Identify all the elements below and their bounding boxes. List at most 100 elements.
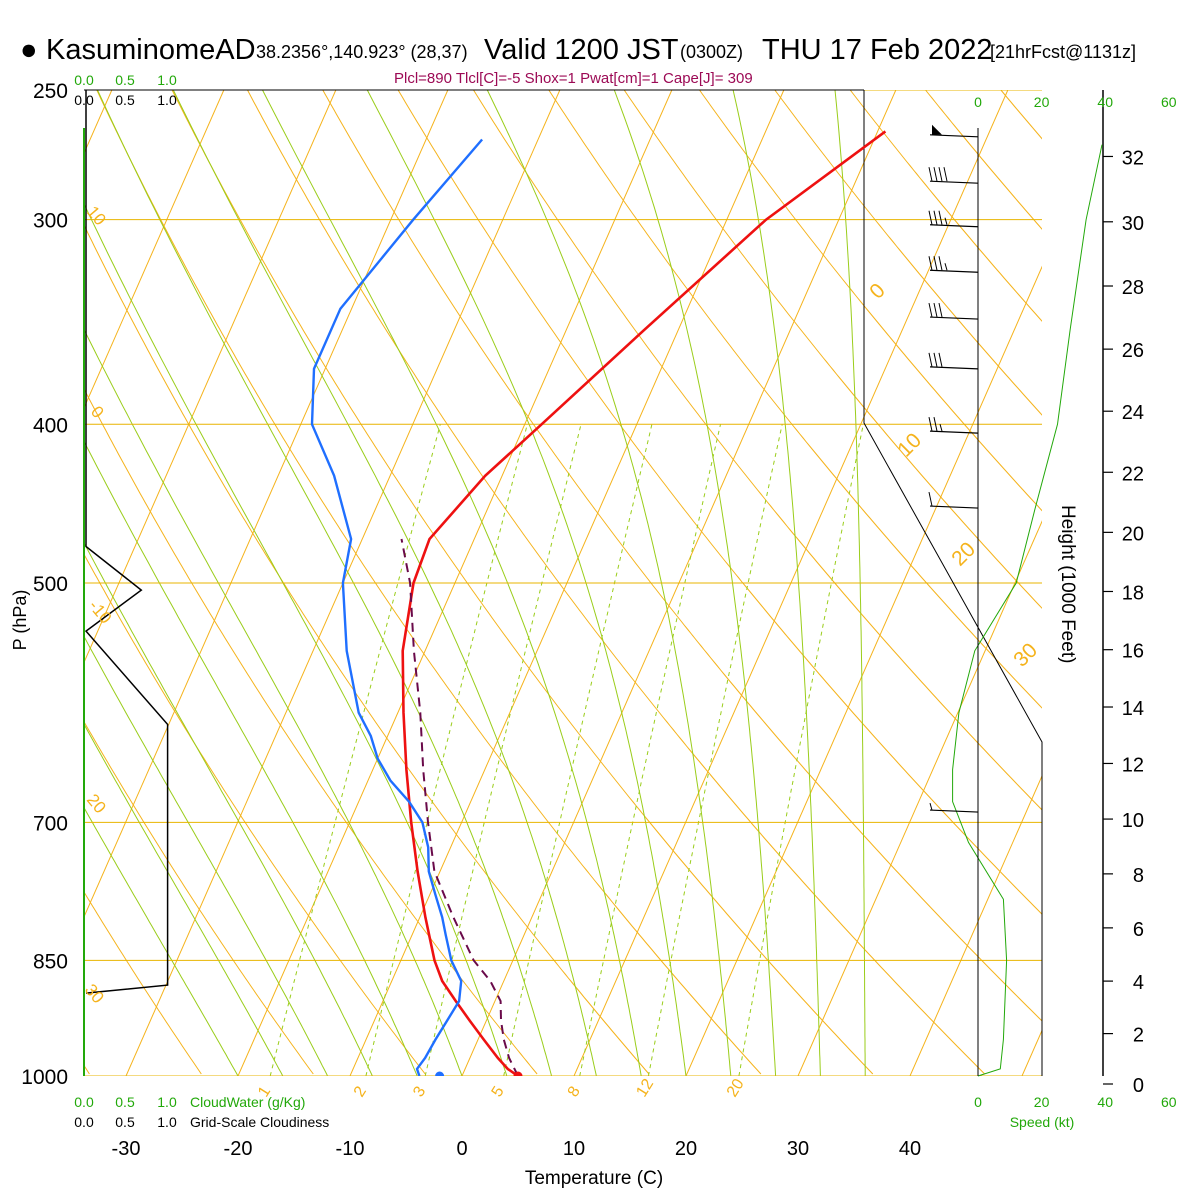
temperature-tick-label: 40 — [899, 1138, 921, 1160]
wind-barb — [929, 124, 979, 138]
wind-speed-line — [952, 144, 1103, 1077]
mixing-ratio-label: 2 — [351, 1083, 370, 1100]
mixing-ratio-line — [579, 424, 721, 1076]
wind-barb-staff — [929, 134, 979, 138]
wind-barb-flag — [928, 417, 933, 432]
plot-frame — [83, 89, 1113, 1085]
speed-scale-label: 60 — [1161, 1094, 1177, 1110]
sounding-traces — [310, 130, 887, 1076]
mixing-ratio-label: 20 — [724, 1076, 748, 1100]
mixing-ratio-label: 8 — [565, 1083, 584, 1100]
temperature-tick-label: 10 — [563, 1138, 585, 1160]
site-dot-icon: ● — [20, 34, 38, 66]
height-tick-label: 2 — [1133, 1025, 1144, 1047]
moist-adiabat — [732, 90, 821, 1076]
cloudiness-scale-label: 0.5 — [115, 92, 135, 108]
isotherm-label: 30 — [1009, 639, 1042, 672]
height-tick-label: 0 — [1133, 1075, 1144, 1097]
wind-barb-flag — [933, 256, 938, 271]
wind-barb-staff — [929, 316, 979, 320]
pressure-tick-label: 300 — [33, 210, 68, 233]
cloudiness-scale-label: 0.0 — [74, 92, 94, 108]
forecast-hour: [21hrFcst@1131z] — [990, 42, 1137, 62]
speed-scale-label: 40 — [1097, 94, 1113, 110]
site-name: KasuminomeAD — [46, 34, 256, 66]
pressure-tick-label: 500 — [33, 573, 68, 596]
site-coords: 38.2356°,140.923° (28,37) — [256, 42, 468, 62]
wind-barb — [928, 417, 979, 434]
wind-barb-flag — [933, 210, 938, 225]
temperature-tick-label: 20 — [675, 1138, 697, 1160]
dry-adiabat — [171, 90, 874, 1075]
dry-adiabat-label: 10 — [83, 202, 110, 229]
sounding-indices: Plcl=890 Tlcl[C]=-5 Shox=1 Pwat[cm]=1 Ca… — [394, 70, 753, 87]
wind-barb-staff — [929, 809, 979, 813]
cloudiness-line — [84, 90, 169, 994]
temperature-tick-label: -20 — [224, 1138, 253, 1160]
cloudiness-scale-label: 1.0 — [157, 92, 177, 108]
height-tick-label: 6 — [1133, 919, 1144, 941]
dry-adiabat — [623, 90, 1042, 609]
speed-scale-label: 60 — [1161, 94, 1177, 110]
speed-scale-label: 40 — [1097, 1094, 1113, 1110]
dry-adiabat — [397, 90, 1042, 915]
isotherm-label: 20 — [947, 538, 980, 571]
background-grid — [84, 90, 1042, 1076]
wind-barb-flag — [928, 167, 933, 182]
isotherm-line — [84, 90, 225, 410]
temperature-tick-label: 30 — [787, 1138, 809, 1160]
dry-adiabat — [1000, 90, 1042, 140]
moist-adiabat — [84, 440, 418, 1076]
temperature-tick-label: -10 — [336, 1138, 365, 1160]
cloudwater-scale-label: 0.5 — [115, 72, 135, 88]
pressure-tick-label: 250 — [33, 80, 68, 103]
height-tick-label: 16 — [1122, 641, 1144, 663]
dry-adiabat — [247, 90, 986, 1075]
cloudwater-axis-title: CloudWater (g/Kg) — [190, 1094, 305, 1110]
dewpoint-line — [310, 138, 484, 1076]
wind-barb-staff — [929, 430, 979, 434]
moist-adiabat — [84, 723, 284, 1076]
mixing-ratio-line — [269, 424, 441, 1076]
height-tick-label: 32 — [1122, 147, 1144, 169]
speed-scale-label: 0 — [974, 1094, 982, 1110]
mixing-ratio-line — [424, 424, 582, 1076]
height-tick-label: 24 — [1122, 402, 1144, 424]
moist-adiabat — [84, 202, 508, 1076]
dry-adiabat — [548, 90, 1042, 709]
temperature-tick-label: 0 — [456, 1138, 467, 1160]
cloudwater-scale-label: 0.0 — [74, 72, 94, 88]
wind-barb-flag — [933, 167, 938, 182]
wind-barb — [928, 352, 979, 370]
mixing-ratio-label: 5 — [489, 1083, 508, 1100]
wind-profile — [928, 124, 1103, 1077]
height-tick-label: 30 — [1122, 213, 1144, 235]
cloudiness-scale-label: 0.0 — [74, 1114, 94, 1130]
cloudwater-scale-label: 0.5 — [115, 1094, 135, 1110]
valid-date: THU 17 Feb 2022 — [762, 34, 993, 66]
wind-barb-half-flag — [939, 423, 943, 432]
dry-adiabat — [322, 90, 1042, 1022]
wind-barb-flag — [938, 352, 943, 367]
height-tick-label: 22 — [1122, 463, 1144, 485]
dry-adiabat — [473, 90, 1042, 811]
dry-adiabat — [774, 90, 1042, 416]
isotherm-label: 10 — [893, 429, 926, 462]
cloudiness-axis-title: Grid-Scale Cloudiness — [190, 1114, 329, 1130]
surface-dewpoint-point — [435, 1071, 445, 1076]
dry-adiabat — [84, 891, 202, 1075]
moist-adiabat — [84, 328, 463, 1076]
mixing-ratio-line — [738, 424, 864, 1076]
moist-adiabat — [486, 90, 732, 1076]
wind-barb-flag — [928, 491, 933, 507]
wind-barb-staff — [929, 224, 979, 228]
mixing-ratio-label: 12 — [633, 1076, 657, 1100]
speed-axis-title: Speed (kt) — [1010, 1114, 1075, 1130]
height-tick-label: 4 — [1133, 972, 1144, 994]
height-tick-label: 8 — [1133, 865, 1144, 887]
parcel-line — [400, 538, 519, 1076]
moist-adiabat — [84, 806, 239, 1076]
wind-barb-half-flag — [944, 217, 948, 225]
